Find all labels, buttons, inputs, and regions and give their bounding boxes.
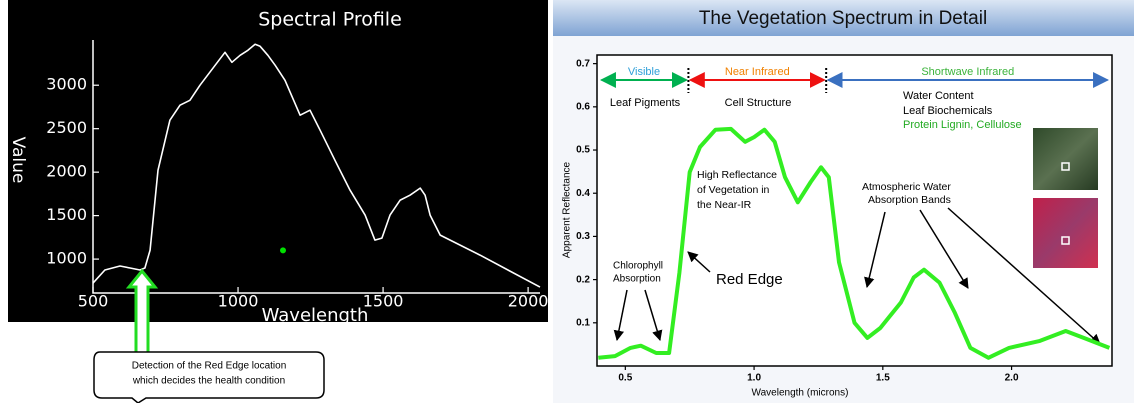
spectral-profile-chart: Spectral Profile Wavelength Value 1000 15… (8, 0, 548, 326)
x-axis-label: Wavelength (microns) (752, 388, 849, 399)
region-label: Leaf Biochemicals (903, 105, 993, 117)
region-label: Protein Lignin, Cellulose (903, 119, 1022, 131)
y-tick-label: 2000 (46, 162, 87, 181)
data-point (280, 247, 286, 253)
annotation: the Near-IR (697, 199, 752, 211)
x-tick-label: 2.0 (1005, 373, 1019, 384)
annotation: Absorption (613, 274, 661, 285)
callout: Detection of the Red Edge location which… (94, 352, 324, 403)
chart-title: Spectral Profile (258, 9, 402, 31)
annotation: Red Edge (716, 271, 783, 288)
x-tick-label: 2000 (508, 292, 549, 311)
y-tick-label: 1000 (46, 249, 87, 268)
region-label: Cell Structure (725, 97, 792, 109)
y-tick-label: 0.2 (576, 274, 590, 285)
region-label: Leaf Pigments (610, 97, 681, 109)
y-axis-label: Apparent Reflectance (562, 161, 573, 258)
annotation: Absorption Bands (868, 194, 951, 206)
satellite-image (1033, 198, 1098, 268)
y-tick-label: 0.4 (576, 188, 590, 199)
annotation: of Vegetation in (697, 184, 770, 196)
chart-background (8, 0, 548, 322)
page: Spectral Profile Wavelength Value 1000 15… (0, 0, 1134, 403)
callout-text: Detection of the Red Edge location (132, 361, 287, 372)
region-label: Water Content (903, 90, 974, 102)
annotation: Chlorophyll (613, 261, 663, 272)
y-tick-label: 0.1 (576, 317, 590, 328)
vegetation-spectrum-chart: The Vegetation Spectrum in Detail Wavele… (553, 0, 1134, 403)
y-tick-label: 0.5 (576, 145, 590, 156)
satellite-image (1033, 128, 1098, 190)
y-axis-label: Value (8, 137, 28, 184)
y-tick-label: 2500 (46, 118, 87, 137)
x-tick-label: 500 (78, 292, 109, 311)
band-label: Visible (628, 66, 660, 78)
chart-title: The Vegetation Spectrum in Detail (699, 8, 987, 29)
annotation: High Reflectance (697, 169, 777, 181)
y-tick-label: 0.6 (576, 101, 590, 112)
callout-text: which decides the health condition (132, 376, 285, 387)
x-axis-label: Wavelength (262, 305, 369, 326)
band-label: Shortwave Infrared (921, 66, 1014, 78)
y-tick-label: 0.3 (576, 231, 590, 242)
y-tick-label: 0.7 (576, 58, 590, 69)
band-label: Near Infrared (725, 66, 790, 78)
y-tick-label: 3000 (46, 75, 87, 94)
y-tick-label: 1500 (46, 205, 87, 224)
annotation: Atmospheric Water (862, 181, 951, 193)
x-tick-label: 1.0 (747, 373, 761, 384)
x-tick-label: 1000 (218, 292, 259, 311)
x-tick-label: 1.5 (876, 373, 890, 384)
x-tick-label: 1500 (363, 292, 404, 311)
x-tick-label: 0.5 (618, 373, 632, 384)
